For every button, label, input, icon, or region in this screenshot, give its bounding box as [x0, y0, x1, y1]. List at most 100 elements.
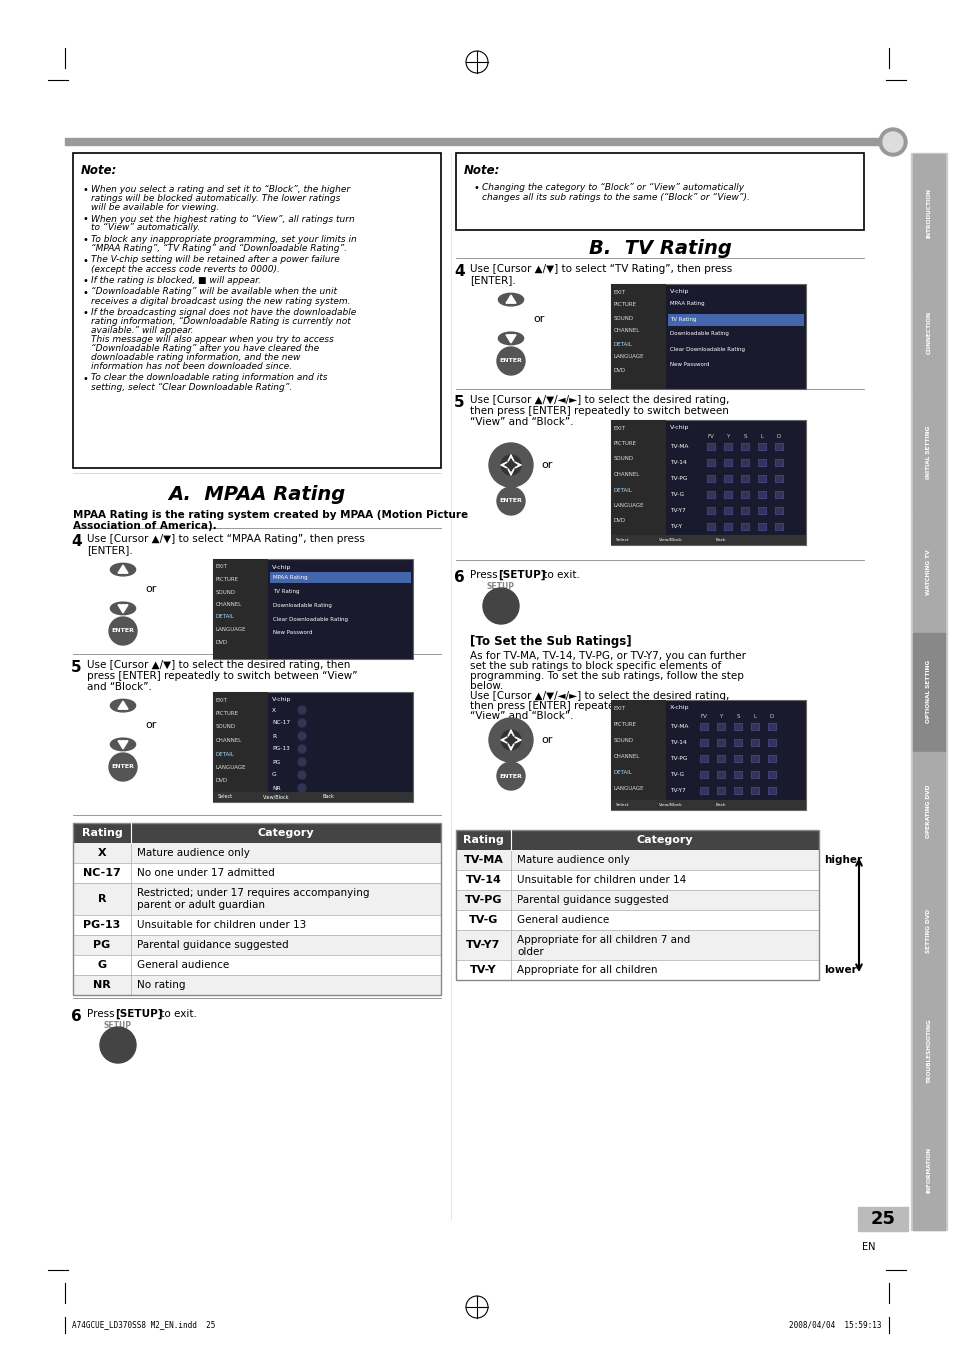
Bar: [912, 513, 944, 632]
Text: L: L: [760, 435, 762, 439]
Text: •: •: [83, 288, 89, 297]
Text: TV Rating: TV Rating: [273, 589, 299, 593]
Polygon shape: [118, 565, 128, 573]
Bar: [610, 535, 805, 544]
Text: PICTURE: PICTURE: [614, 440, 637, 446]
Text: When you set the highest rating to “View”, all ratings turn: When you set the highest rating to “View…: [91, 215, 355, 223]
Text: 5: 5: [454, 394, 464, 409]
Bar: [723, 443, 731, 450]
Text: WATCHING TV: WATCHING TV: [925, 549, 930, 594]
Bar: [270, 571, 411, 584]
Polygon shape: [118, 605, 128, 613]
Text: Downloadable Rating: Downloadable Rating: [669, 331, 728, 336]
Text: ENTER: ENTER: [499, 774, 522, 778]
Text: Appropriate for all children: Appropriate for all children: [517, 965, 657, 975]
Bar: [213, 559, 268, 659]
Circle shape: [100, 1027, 136, 1063]
Text: B.  TV Rating: B. TV Rating: [588, 239, 731, 258]
Bar: [456, 890, 818, 911]
Bar: [73, 955, 440, 975]
Bar: [73, 823, 440, 843]
Text: CONNECTION: CONNECTION: [925, 311, 930, 354]
Text: INITIAL SETTING: INITIAL SETTING: [925, 426, 930, 478]
Text: TV-G: TV-G: [468, 915, 497, 925]
Bar: [733, 723, 741, 730]
Text: PG: PG: [272, 759, 280, 765]
Text: As for TV-MA, TV-14, TV-PG, or TV-Y7, you can further: As for TV-MA, TV-14, TV-PG, or TV-Y7, yo…: [470, 651, 745, 661]
Text: or: or: [540, 735, 552, 744]
Text: View/Block: View/Block: [659, 802, 682, 807]
Bar: [456, 153, 863, 230]
Text: •: •: [83, 276, 89, 286]
Bar: [73, 915, 440, 935]
Text: •: •: [83, 215, 89, 224]
Text: Parental guidance suggested: Parental guidance suggested: [517, 894, 668, 905]
Text: below.: below.: [470, 681, 503, 690]
Text: View/Block: View/Block: [263, 794, 289, 800]
Bar: [733, 788, 741, 794]
Bar: [73, 153, 440, 467]
Text: then press [ENTER] repeatedly to switch between: then press [ENTER] repeatedly to switch …: [470, 407, 728, 416]
Text: Category: Category: [636, 835, 693, 844]
Text: If the broadcasting signal does not have the downloadable: If the broadcasting signal does not have…: [91, 308, 355, 317]
Bar: [912, 871, 944, 990]
Bar: [758, 459, 765, 466]
Bar: [723, 459, 731, 466]
Text: Back: Back: [323, 794, 335, 800]
Bar: [758, 523, 765, 530]
Text: [SETUP]: [SETUP]: [115, 1009, 162, 1019]
Bar: [740, 443, 748, 450]
Bar: [750, 755, 759, 762]
Text: PICTURE: PICTURE: [215, 577, 239, 582]
Text: New Password: New Password: [273, 631, 313, 635]
Text: [To Set the Sub Ratings]: [To Set the Sub Ratings]: [470, 635, 631, 648]
Text: •: •: [83, 235, 89, 245]
Circle shape: [489, 443, 533, 486]
Text: DVD: DVD: [215, 639, 228, 644]
Bar: [667, 313, 803, 326]
Text: (except the access code reverts to 0000).: (except the access code reverts to 0000)…: [91, 265, 279, 273]
Text: information has not been downloaded since.: information has not been downloaded sinc…: [91, 362, 292, 372]
Circle shape: [482, 588, 518, 624]
Text: Mature audience only: Mature audience only: [137, 848, 250, 858]
Bar: [706, 443, 714, 450]
Bar: [610, 284, 805, 389]
Circle shape: [297, 784, 306, 792]
Text: PICTURE: PICTURE: [215, 711, 239, 716]
Text: Y: Y: [719, 715, 721, 720]
Text: ENTER: ENTER: [499, 499, 522, 504]
Bar: [723, 490, 731, 499]
Text: ENTER: ENTER: [499, 358, 522, 363]
Text: MPAA Rating is the rating system created by MPAA (Motion Picture: MPAA Rating is the rating system created…: [73, 509, 468, 520]
Text: to “View” automatically.: to “View” automatically.: [91, 223, 200, 232]
Text: DETAIL: DETAIL: [215, 751, 234, 757]
Text: A.  MPAA Rating: A. MPAA Rating: [168, 485, 345, 504]
Text: •: •: [83, 185, 89, 195]
Text: ratings will be blocked automatically. The lower ratings: ratings will be blocked automatically. T…: [91, 195, 340, 203]
Bar: [750, 739, 759, 746]
Text: NC-17: NC-17: [272, 720, 290, 725]
Bar: [723, 523, 731, 530]
Bar: [733, 739, 741, 746]
Text: TV-Y: TV-Y: [470, 965, 497, 975]
Bar: [73, 935, 440, 955]
Circle shape: [297, 744, 306, 753]
Bar: [912, 632, 944, 751]
Bar: [750, 723, 759, 730]
Text: DVD: DVD: [614, 367, 625, 373]
Bar: [758, 507, 765, 513]
Text: ENTER: ENTER: [112, 628, 134, 634]
Text: This message will also appear when you try to access: This message will also appear when you t…: [91, 335, 334, 345]
Bar: [733, 755, 741, 762]
Text: then press [ENTER] repeatedly to switch between: then press [ENTER] repeatedly to switch …: [470, 701, 728, 711]
Bar: [912, 154, 944, 273]
Bar: [723, 476, 731, 482]
Circle shape: [297, 707, 306, 713]
Text: NR: NR: [93, 979, 111, 990]
Text: V-chip: V-chip: [272, 565, 291, 570]
Text: TV-Y7: TV-Y7: [466, 940, 500, 950]
Text: DETAIL: DETAIL: [614, 770, 632, 774]
Text: Back: Back: [716, 538, 726, 542]
Bar: [213, 792, 413, 802]
Text: No rating: No rating: [137, 979, 185, 990]
